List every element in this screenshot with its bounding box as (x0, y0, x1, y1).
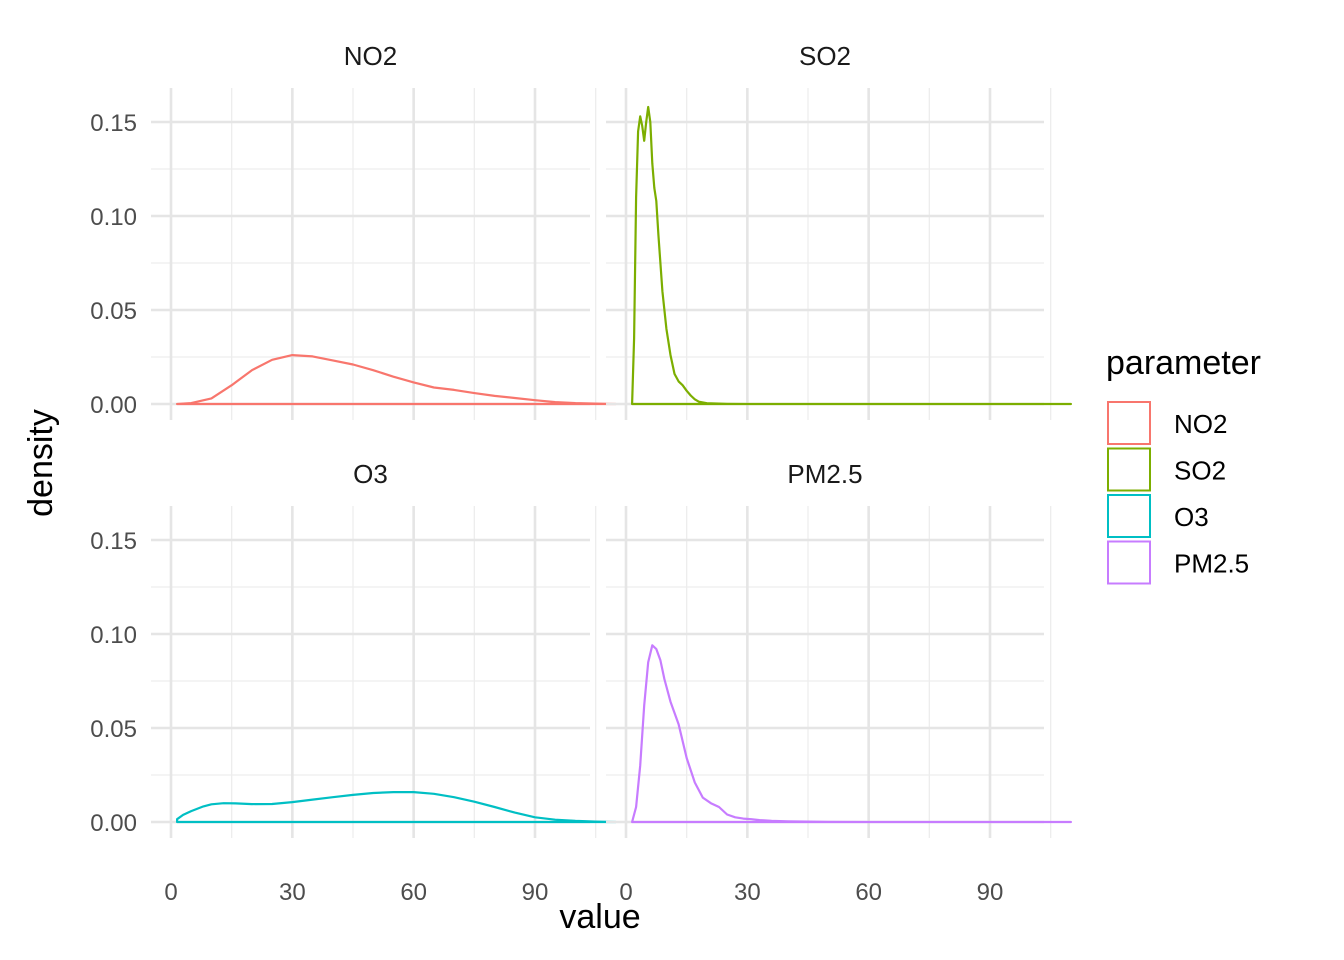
x-tick-label: 0 (164, 879, 177, 906)
facet-strip-label: NO2 (344, 41, 397, 71)
panel-pm25: PM2.5 0 30 60 90 (606, 459, 1072, 906)
y-tick-label: 0.15 (90, 528, 137, 555)
legend-key (1107, 494, 1151, 538)
legend-key (1107, 447, 1151, 492)
legend-key (1107, 540, 1151, 585)
x-tick-label: 60 (400, 879, 427, 906)
legend-label: SO2 (1174, 456, 1226, 486)
x-tick-label: 60 (855, 879, 882, 906)
facet-strip-label: SO2 (799, 41, 851, 71)
legend-item: O3 (1107, 494, 1209, 538)
x-axis-title: value (559, 898, 640, 936)
x-tick-label: 0 (619, 879, 632, 906)
legend-label: NO2 (1174, 409, 1227, 439)
panel-so2: SO2 (606, 41, 1072, 420)
legend-items: NO2 SO2 O3 PM2.5 (1107, 401, 1249, 585)
y-tick-label: 0.10 (90, 204, 137, 231)
density-curve-so2 (631, 105, 1072, 406)
y-tick-label: 0.10 (90, 622, 137, 649)
facet-strip-label: PM2.5 (787, 459, 862, 489)
facet-strip-label: O3 (353, 459, 388, 489)
legend-label: O3 (1174, 502, 1209, 532)
y-tick-label: 0.05 (90, 298, 137, 325)
x-tick-label: 30 (279, 879, 306, 906)
density-curve-o3 (176, 791, 617, 824)
y-axis-title: density (22, 409, 60, 517)
y-tick-label: 0.00 (90, 810, 137, 837)
legend-item: SO2 (1107, 447, 1226, 492)
facet-panels: NO2 0.00 0.05 0.10 0.15 SO2 O3 0.00 0.05 0.10 0.15… (90, 41, 1072, 906)
y-tick-label: 0.00 (90, 392, 137, 419)
legend: parameter NO2 SO2 O3 PM2.5 (1106, 344, 1261, 585)
y-tick-label: 0.05 (90, 716, 137, 743)
legend-label: PM2.5 (1174, 549, 1249, 579)
density-curve-no2 (176, 354, 617, 406)
x-tick-label: 90 (977, 879, 1004, 906)
legend-item: NO2 (1107, 401, 1227, 445)
legend-item: PM2.5 (1107, 540, 1249, 585)
y-tick-label: 0.15 (90, 110, 137, 137)
panel-no2: NO2 0.00 0.05 0.10 0.15 (90, 41, 617, 420)
x-tick-label: 90 (522, 879, 549, 906)
panel-o3: O3 0.00 0.05 0.10 0.15 0 30 60 90 (90, 459, 617, 906)
density-curve-pm25 (631, 644, 1072, 824)
legend-key (1107, 401, 1151, 445)
legend-title: parameter (1106, 344, 1261, 382)
x-tick-label: 30 (734, 879, 761, 906)
